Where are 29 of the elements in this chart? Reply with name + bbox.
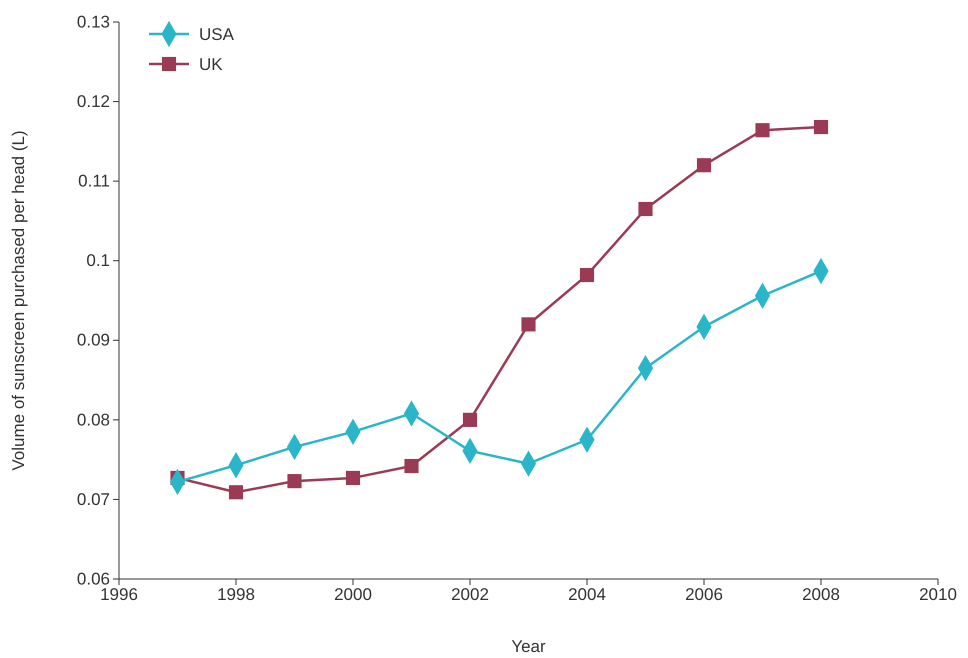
point bbox=[521, 317, 536, 332]
x-axis-title: Year bbox=[511, 637, 546, 656]
x-tick-label: 2008 bbox=[802, 585, 840, 604]
point bbox=[404, 458, 419, 474]
y-tick-label: 0.08 bbox=[76, 410, 110, 430]
y-tick-label: 0.11 bbox=[78, 172, 110, 191]
y-tick-label: 0.09 bbox=[76, 330, 110, 350]
x-tick-label: 2006 bbox=[685, 585, 723, 604]
legend-label: USA bbox=[199, 25, 235, 44]
point bbox=[580, 268, 594, 282]
point bbox=[814, 120, 828, 134]
x-tick-label: 2000 bbox=[334, 585, 372, 604]
x-tick-label: 2004 bbox=[568, 585, 606, 604]
point bbox=[755, 123, 770, 138]
point bbox=[638, 202, 653, 216]
y-tick-label: 0.13 bbox=[76, 12, 110, 32]
x-tick-label: 1998 bbox=[217, 585, 255, 604]
legend-label: UK bbox=[199, 55, 224, 74]
point bbox=[346, 470, 360, 486]
point bbox=[287, 474, 302, 488]
point bbox=[696, 158, 712, 172]
y-tick-label: 0.07 bbox=[76, 490, 110, 509]
y-tick-label: 0.12 bbox=[76, 92, 110, 112]
y-axis-title: Volume of sunscreen purchased per head (L) bbox=[9, 130, 28, 471]
x-tick-label: 2010 bbox=[919, 585, 957, 604]
y-tick-label: 0.1 bbox=[86, 251, 110, 270]
point bbox=[228, 485, 244, 500]
point bbox=[462, 412, 478, 427]
x-tick-label: 2002 bbox=[451, 585, 489, 604]
